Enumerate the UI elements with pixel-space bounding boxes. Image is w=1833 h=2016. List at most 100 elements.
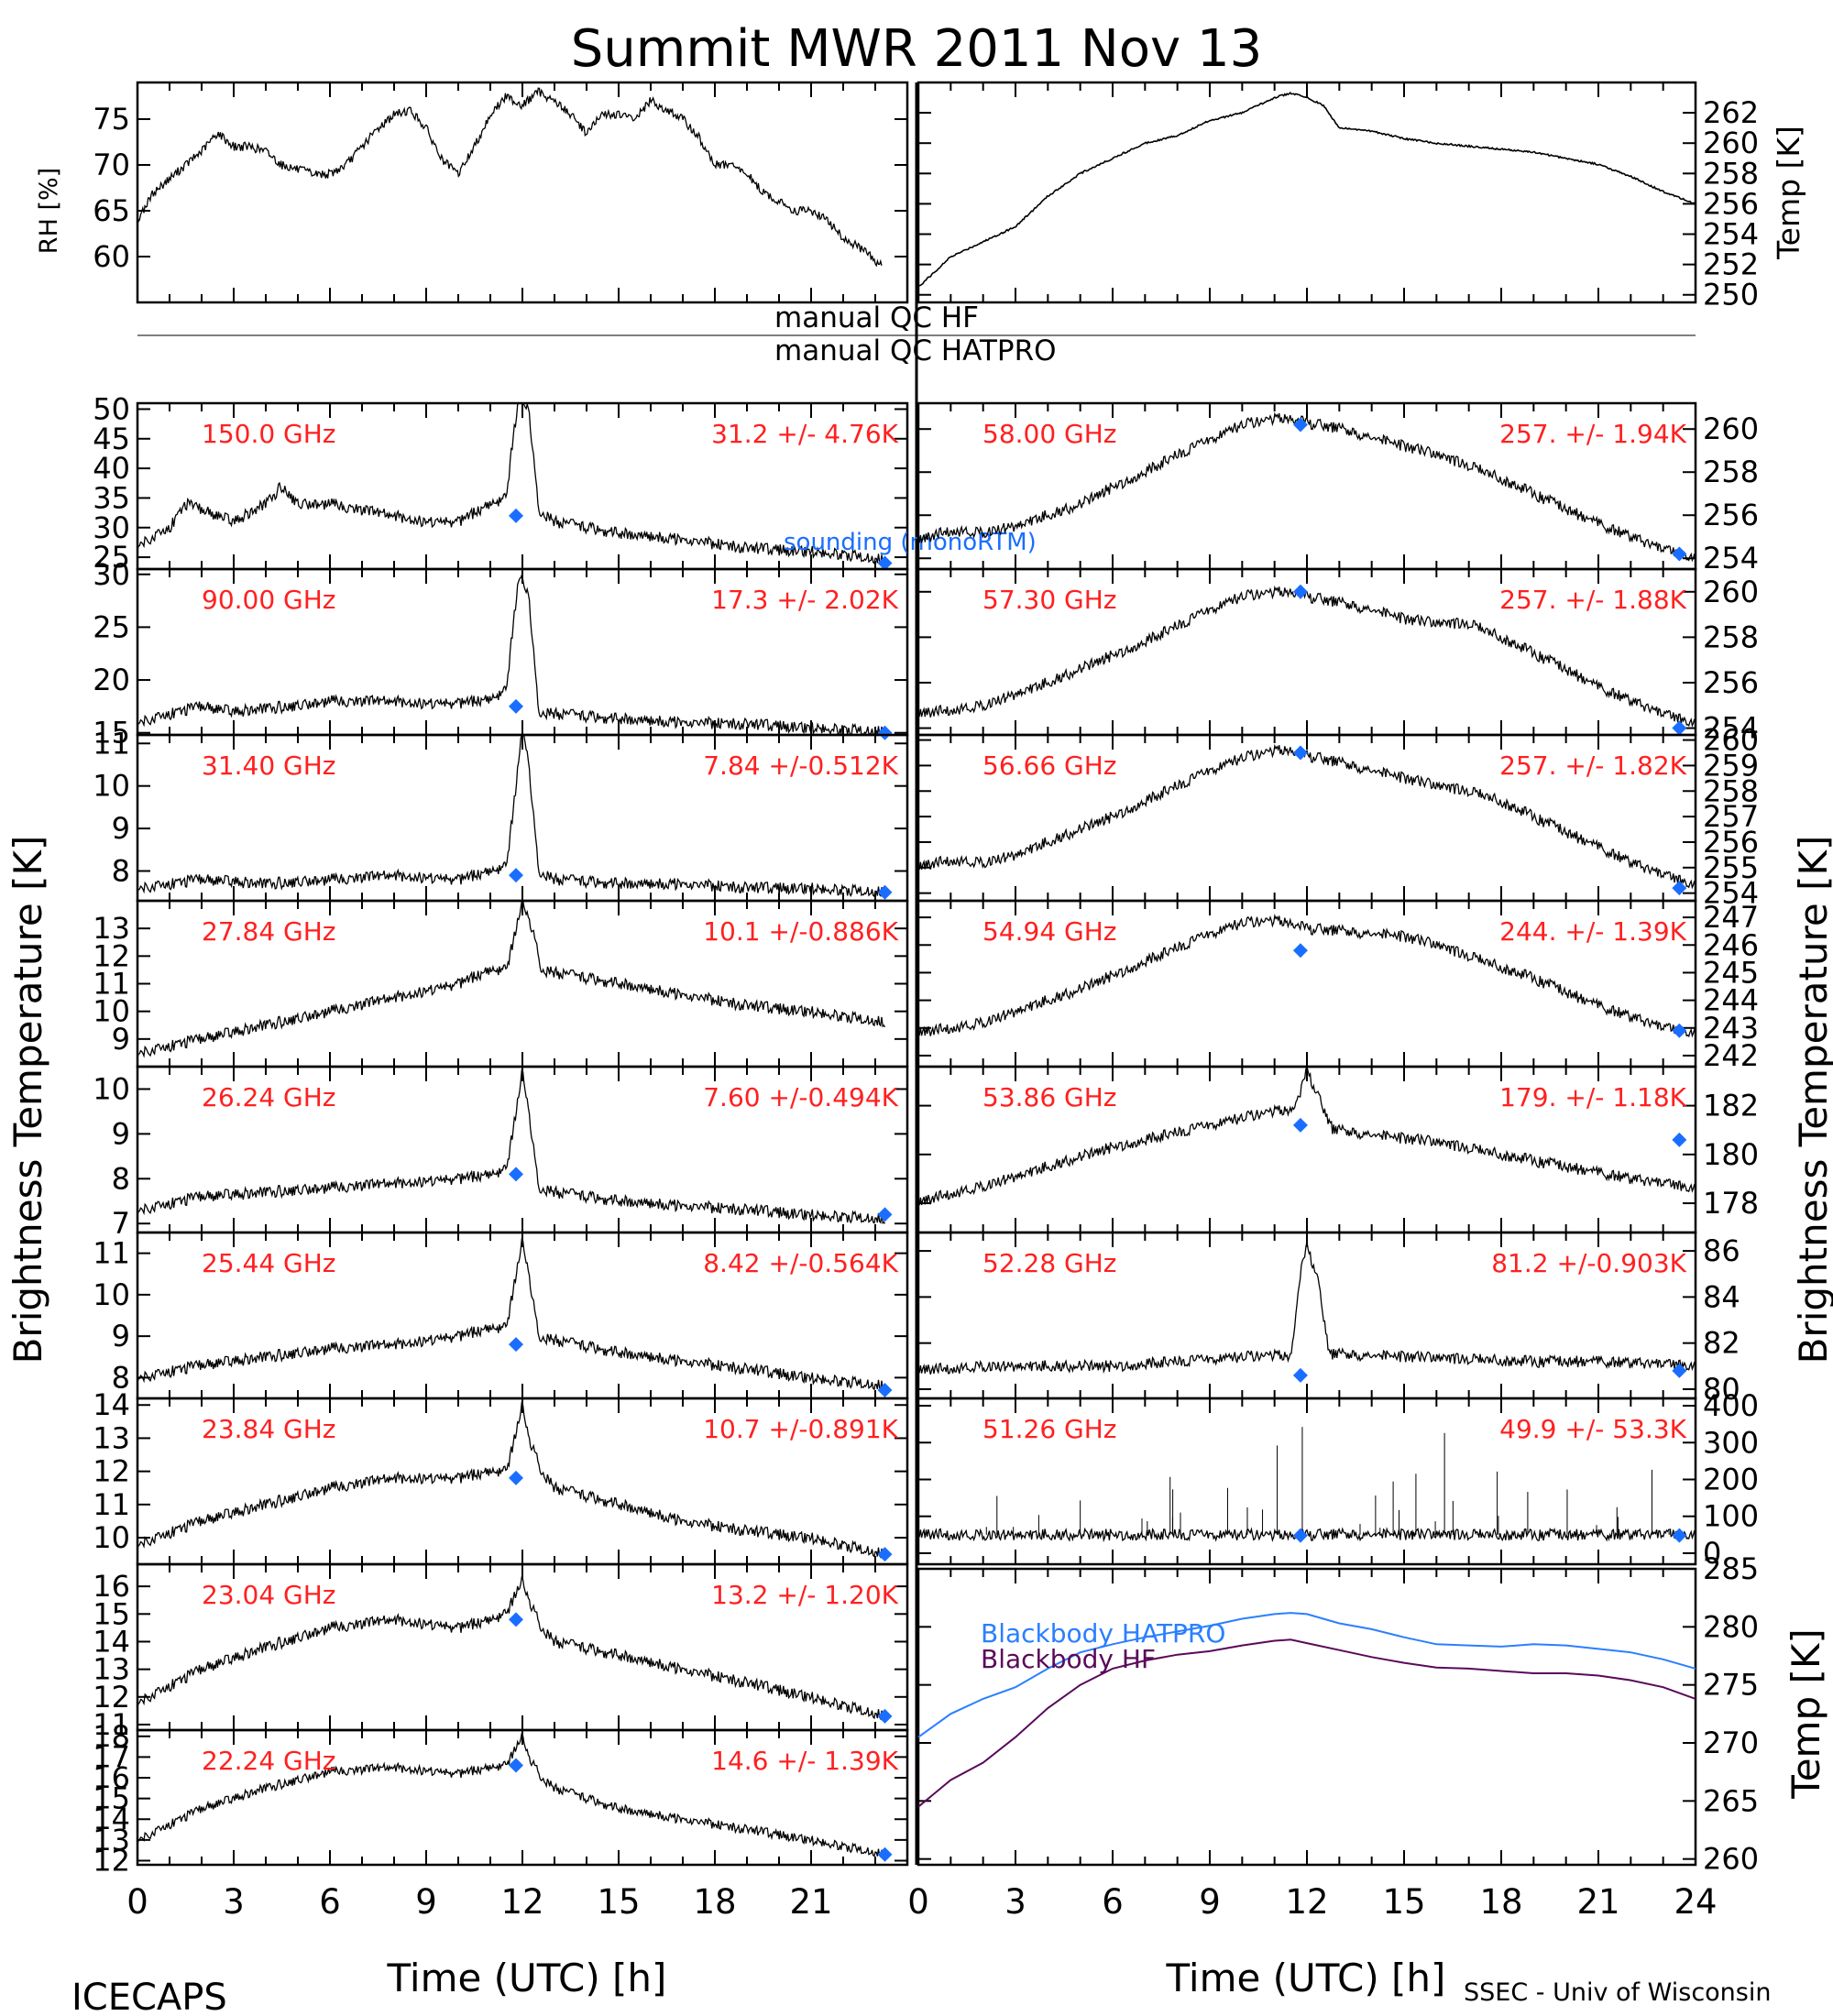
channel-label: 58.00 GHz (982, 419, 1117, 449)
y-tick-label: 258 (1703, 619, 1759, 654)
panel-left-6: 8 9 10 11 25.44 GHz 8.42 +/-0.564K (93, 1231, 909, 1400)
legend-label: Blackbody HATPRO (981, 1618, 1225, 1649)
y-tick-label: 178 (1703, 1186, 1759, 1221)
channel-label: 90.00 GHz (202, 585, 336, 615)
stat-label: 257. +/- 1.82K (1499, 751, 1686, 781)
channel-label: 31.40 GHz (202, 751, 336, 781)
y-tick-label: 10 (93, 1071, 130, 1106)
x-tick-label: 3 (1004, 1882, 1026, 1922)
y-tick-label: 30 (93, 557, 130, 592)
y-tick-label: 75 (93, 102, 130, 137)
y-tick-label: 11 (93, 726, 130, 761)
legend-label: Blackbody HF (981, 1644, 1156, 1674)
x-tick-label: 9 (1199, 1882, 1221, 1922)
channel-label: 57.30 GHz (982, 585, 1117, 615)
y-tick-label: 260 (1703, 411, 1759, 446)
series-line (917, 1638, 1696, 1808)
y-tick-label: 280 (1703, 1609, 1759, 1644)
footer-ssec: SSEC - Univ of Wisconsin (1464, 1978, 1771, 2007)
y-tick-label: 0 (1703, 1536, 1721, 1571)
y-tick-label: 7 (112, 1206, 130, 1241)
y-tick-label: 86 (1703, 1233, 1740, 1268)
stat-label: 49.9 +/- 53.3K (1499, 1414, 1686, 1444)
sounding-point (877, 725, 893, 740)
series-line (137, 734, 886, 898)
y-tick-label: 254 (1703, 876, 1759, 911)
y-tick-label: 265 (1703, 1783, 1759, 1818)
channel-label: 53.86 GHz (982, 1082, 1117, 1112)
y-tick-label: 15 (93, 1596, 130, 1631)
panel-right-5: 178 180 182 53.86 GHz 179. +/- 1.18K (916, 1064, 1759, 1234)
y-tick-label: 82 (1703, 1326, 1740, 1361)
y-tick-label: 10 (93, 1520, 130, 1555)
y-tick-label: 9 (112, 1319, 130, 1353)
x-tick-label: 3 (223, 1882, 245, 1922)
y-tick-label: 258 (1703, 455, 1759, 489)
series-line (137, 1237, 886, 1392)
ylabel-left: Brightness Temperature [K] (5, 836, 50, 1364)
channel-label: 22.24 GHz (202, 1746, 336, 1776)
footer-icecaps: ICECAPS (71, 1977, 227, 2016)
y-tick-label: 13 (93, 911, 130, 946)
y-tick-label: 45 (93, 422, 130, 456)
y-tick-label: 12 (93, 1843, 130, 1878)
channel-label: 23.84 GHz (202, 1414, 336, 1444)
y-tick-label: 13 (93, 1420, 130, 1455)
y-tick-label: 84 (1703, 1279, 1740, 1314)
y-tick-label: 11 (93, 967, 130, 1002)
y-tick-label: 17 (93, 1739, 130, 1774)
channel-label: 52.28 GHz (982, 1248, 1117, 1278)
series-line (137, 1401, 886, 1560)
y-tick-label: 300 (1703, 1425, 1759, 1460)
y-tick-label: 65 (93, 193, 130, 228)
stat-label: 244. +/- 1.39K (1499, 916, 1686, 947)
panel-rh: 60 65 70 75 (93, 81, 909, 304)
sounding-point (1672, 1023, 1687, 1038)
y-tick-label: 243 (1703, 1011, 1759, 1046)
y-tick-label: 400 (1703, 1388, 1759, 1423)
y-tick-label: 250 (1703, 278, 1759, 312)
y-tick-label: 8 (112, 1161, 130, 1196)
x-tick-label: 15 (1382, 1882, 1425, 1922)
y-tick-label: 255 (1703, 850, 1759, 885)
stat-label: 8.42 +/-0.564K (703, 1248, 898, 1278)
sounding-point (509, 1758, 523, 1773)
y-tick-label: 60 (93, 239, 130, 274)
series-line (917, 92, 1696, 288)
panel-left-5: 7 8 9 10 26.24 GHz 7.60 +/-0.494K (93, 1065, 909, 1241)
y-tick-label: 9 (112, 1116, 130, 1151)
series-line (917, 1241, 1696, 1375)
series-line (917, 1064, 1696, 1206)
series-line (917, 411, 1696, 563)
sounding-point (1672, 881, 1687, 896)
channel-label: 26.24 GHz (202, 1082, 336, 1112)
y-tick-label: 180 (1703, 1137, 1759, 1172)
y-tick-label: 252 (1703, 247, 1759, 282)
sounding-point (1672, 1132, 1687, 1147)
sounding-point (1292, 1528, 1308, 1543)
y-tick-label: 12 (93, 1680, 130, 1715)
sounding-point (877, 884, 893, 900)
x-tick-label: 0 (907, 1882, 929, 1922)
channel-label: 27.84 GHz (202, 916, 336, 947)
panel-right-6: 80 82 84 86 52.28 GHz 81.2 +/-0.903K (916, 1231, 1740, 1407)
y-tick-label: 10 (93, 994, 130, 1029)
y-tick-label: 100 (1703, 1499, 1759, 1534)
x-tick-label: 18 (1479, 1882, 1522, 1922)
y-tick-label: 182 (1703, 1089, 1759, 1123)
y-tick-label: 256 (1703, 665, 1759, 700)
ylabel-temp-bb: Temp [K] (1784, 1628, 1828, 1800)
series-line (137, 1576, 886, 1722)
x-tick-label: 21 (1576, 1882, 1619, 1922)
channel-label: 25.44 GHz (202, 1248, 336, 1278)
y-tick-label: 25 (93, 609, 130, 644)
y-tick-label: 12 (93, 1454, 130, 1489)
series-line (137, 401, 886, 565)
y-tick-label: 260 (1703, 126, 1759, 160)
stat-label: 179. +/- 1.18K (1499, 1082, 1686, 1112)
sounding-legend: sounding (monoRTM) (784, 529, 1037, 556)
